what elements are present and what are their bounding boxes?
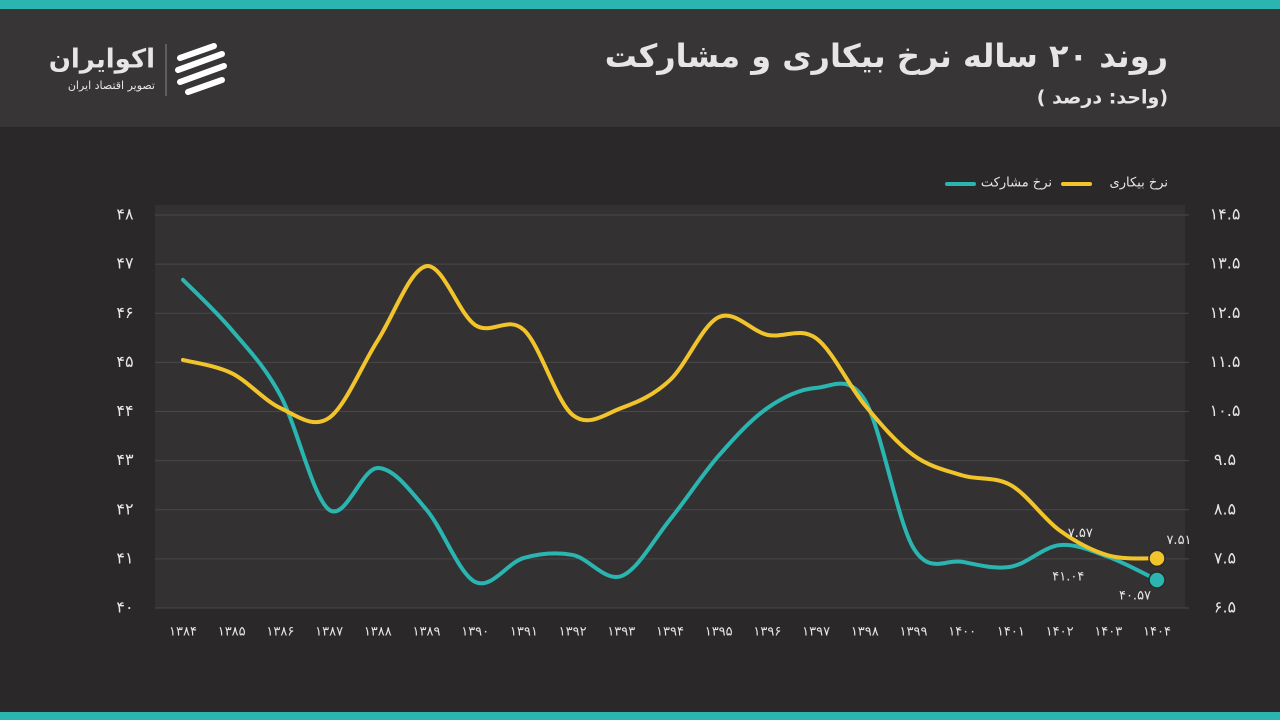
y-tick-label: ۴۵ bbox=[116, 352, 133, 371]
subtitle: ( واحد: درصد) bbox=[1037, 87, 1168, 109]
bottom-stripe bbox=[0, 712, 1280, 720]
x-tick-label: ۱۳۹۵ bbox=[705, 625, 733, 640]
x-tick-label: ۱۴۰۴ bbox=[1143, 625, 1171, 640]
y-tick-label: ۴۲ bbox=[116, 499, 133, 518]
x-tick-label: ۱۳۹۷ bbox=[802, 625, 830, 640]
y2-tick-label: ۸.۵ bbox=[1214, 499, 1236, 518]
x-tick-label: ۱۳۹۶ bbox=[753, 625, 781, 640]
y-tick-label: ۴۳ bbox=[116, 450, 134, 469]
x-tick-label: ۱۳۸۴ bbox=[169, 625, 197, 640]
y-tick-label: ۴۶ bbox=[116, 303, 133, 322]
legend-label: نرخ بیکاری bbox=[1110, 176, 1168, 191]
y2-tick-label: ۷.۵ bbox=[1214, 548, 1236, 567]
title: روند ۲۰ ساله نرخ بیکاری و مشارکت bbox=[605, 37, 1168, 75]
x-tick-label: ۱۳۸۸ bbox=[364, 625, 392, 640]
y2-tick-label: ۶.۵ bbox=[1214, 598, 1236, 617]
tagline: تصویر اقتصاد ایران bbox=[68, 79, 155, 92]
brand: اکوایران bbox=[49, 45, 155, 75]
value-label: ۴۱.۰۴ bbox=[1052, 569, 1084, 584]
x-tick-label: ۱۳۸۹ bbox=[413, 625, 441, 640]
x-tick-label: ۱۳۹۳ bbox=[607, 625, 635, 640]
y2-tick-label: ۱۳.۵ bbox=[1210, 254, 1241, 273]
y2-tick-label: ۱۰.۵ bbox=[1210, 401, 1241, 420]
y2-tick-label: ۱۴.۵ bbox=[1210, 205, 1241, 224]
x-tick-label: ۱۴۰۱ bbox=[997, 625, 1025, 640]
value-label: ۷.۵۱ bbox=[1166, 533, 1191, 548]
end-point bbox=[1148, 549, 1166, 568]
value-label: ۷.۵۷ bbox=[1068, 526, 1093, 541]
logo-icon bbox=[175, 43, 227, 95]
x-tick-label: ۱۳۹۹ bbox=[900, 625, 928, 640]
series-line bbox=[181, 264, 1159, 561]
x-tick-label: ۱۳۹۲ bbox=[559, 625, 587, 640]
y-tick-label: ۴۷ bbox=[116, 254, 134, 273]
value-label: ۴۰.۵۷ bbox=[1119, 588, 1151, 603]
y-tick-label: ۴۸ bbox=[116, 205, 134, 224]
y-tick-label: ۴۰ bbox=[116, 598, 133, 617]
y-tick-label: ۴۴ bbox=[116, 401, 133, 420]
series-line bbox=[181, 277, 1159, 586]
x-tick-label: ۱۴۰۲ bbox=[1046, 625, 1074, 640]
x-tick-label: ۱۴۰۰ bbox=[948, 625, 976, 640]
y2-tick-label: ۹.۵ bbox=[1214, 450, 1236, 469]
x-tick-label: ۱۳۸۶ bbox=[266, 625, 294, 640]
x-tick-label: ۱۳۹۸ bbox=[851, 625, 879, 640]
x-tick-label: ۱۳۹۰ bbox=[461, 625, 489, 640]
x-tick-label: ۱۴۰۳ bbox=[1094, 625, 1122, 640]
legend-label: نرخ مشارکت bbox=[981, 176, 1052, 191]
x-tick-label: ۱۳۹۴ bbox=[656, 625, 684, 640]
x-tick-label: ۱۳۸۷ bbox=[315, 625, 343, 640]
plot-area bbox=[155, 205, 1185, 608]
y2-tick-label: ۱۱.۵ bbox=[1210, 352, 1241, 371]
logo: اکوایران تصویر اقتصاد ایران bbox=[49, 43, 227, 96]
x-tick-label: ۱۳۹۱ bbox=[510, 625, 538, 640]
end-point bbox=[1148, 571, 1166, 589]
y-tick-label: ۴۱ bbox=[116, 548, 133, 567]
top-stripe bbox=[0, 0, 1280, 9]
x-tick-label: ۱۳۸۵ bbox=[218, 625, 246, 640]
y2-tick-label: ۱۲.۵ bbox=[1210, 303, 1241, 322]
